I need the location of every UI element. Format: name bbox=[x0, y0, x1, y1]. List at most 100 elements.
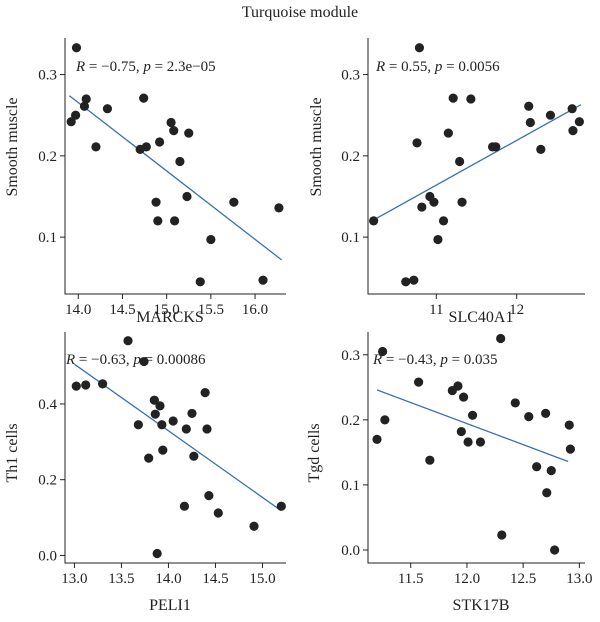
scatter-point bbox=[141, 142, 151, 152]
x-axis-label: MARCKS bbox=[136, 309, 204, 326]
scatter-point bbox=[438, 216, 449, 226]
scatter-point bbox=[182, 191, 192, 202]
p-label: p bbox=[439, 352, 448, 368]
p-value: = 0.0056 bbox=[442, 59, 500, 75]
scatter-point bbox=[448, 93, 458, 103]
scatter-point bbox=[565, 444, 575, 454]
r-value: = −0.43, bbox=[382, 352, 440, 368]
regression-line bbox=[69, 95, 282, 261]
scatter-point bbox=[133, 420, 143, 430]
scatter-point bbox=[154, 137, 165, 147]
regression-line bbox=[371, 104, 582, 222]
x-tick-label: 14.0 bbox=[155, 571, 181, 587]
r-label: R bbox=[372, 352, 382, 368]
r-value: = −0.75, bbox=[85, 59, 143, 75]
scatter-point bbox=[433, 234, 443, 245]
y-tick-label: 0.4 bbox=[38, 397, 57, 413]
scatter-point bbox=[189, 451, 199, 461]
scatter-point bbox=[276, 501, 286, 511]
scatter-point bbox=[458, 392, 469, 402]
scatter-point bbox=[71, 381, 81, 391]
r-value: = −0.63, bbox=[75, 352, 133, 368]
axis-line bbox=[64, 332, 286, 564]
x-axis-label: PELI1 bbox=[149, 597, 191, 614]
x-axis-label: SLC40A1 bbox=[449, 309, 514, 326]
y-tick-label: 0.0 bbox=[341, 543, 360, 559]
scatter-point bbox=[457, 197, 467, 207]
scatter-point bbox=[158, 445, 168, 455]
y-axis-label: Smooth muscle bbox=[4, 97, 21, 196]
scatter-point bbox=[497, 530, 507, 540]
scatter-point bbox=[149, 395, 159, 405]
y-axis-label: Smooth muscle bbox=[308, 97, 325, 196]
scatter-point bbox=[466, 94, 476, 104]
x-tick-label: 16.0 bbox=[242, 302, 268, 318]
scatter-point bbox=[455, 156, 465, 167]
x-tick-label: 12.0 bbox=[454, 571, 480, 587]
scatter-point bbox=[567, 104, 577, 114]
p-value: = 2.3e−05 bbox=[151, 59, 216, 75]
correlation-annotation: R = −0.75, p = 2.3e−05 bbox=[75, 59, 216, 75]
scatter-point bbox=[414, 43, 425, 53]
x-tick-label: 11 bbox=[429, 302, 443, 318]
scatter-point bbox=[532, 462, 542, 472]
scatter-point bbox=[496, 333, 506, 344]
axis-line bbox=[64, 38, 286, 295]
x-tick-label: 13.0 bbox=[61, 571, 87, 587]
scatter-point bbox=[409, 275, 419, 285]
scatter-point bbox=[170, 216, 180, 226]
scatter-point bbox=[417, 202, 427, 212]
y-tick-label: 0.0 bbox=[38, 548, 57, 564]
x-tick-label: 15.5 bbox=[198, 302, 224, 318]
p-value: = 0.00086 bbox=[141, 352, 206, 368]
scatter-point bbox=[524, 101, 534, 111]
chart-panel-marcks: MARCKS Smooth muscle R = −0.75, p = 2.3e… bbox=[4, 38, 286, 326]
scatter-point bbox=[545, 110, 556, 120]
chart-panel-peli1: PELI1 Th1 cells R = −0.63, p = 0.00086 1… bbox=[4, 332, 286, 614]
chart-panel-slc40a1: SLC40A1 Smooth muscle R = 0.55, p = 0.00… bbox=[308, 38, 585, 326]
regression-line bbox=[74, 363, 282, 512]
scatter-point bbox=[541, 408, 551, 418]
scatter-point bbox=[166, 117, 176, 128]
scatter-point bbox=[157, 420, 167, 430]
x-tick-label: 11.5 bbox=[398, 571, 424, 587]
p-label: p bbox=[142, 59, 151, 75]
scatter-point bbox=[206, 234, 216, 245]
scatter-point bbox=[179, 501, 190, 511]
correlation-annotation: R = 0.55, p = 0.0056 bbox=[375, 59, 500, 75]
y-tick-label: 0.1 bbox=[38, 230, 57, 246]
axis-line bbox=[367, 38, 585, 295]
y-tick-label: 0.1 bbox=[341, 230, 360, 246]
y-tick-label: 0.1 bbox=[341, 478, 360, 494]
correlation-annotation: R = −0.63, p = 0.00086 bbox=[65, 352, 206, 368]
scatter-point bbox=[151, 197, 161, 207]
x-tick-label: 12 bbox=[509, 302, 524, 318]
x-tick-label: 12.5 bbox=[510, 571, 536, 587]
x-tick-label: 14.5 bbox=[109, 302, 135, 318]
scatter-point bbox=[491, 142, 501, 152]
scatter-point bbox=[66, 117, 76, 127]
scatter-point bbox=[564, 420, 574, 430]
scatter-point bbox=[98, 379, 108, 389]
scatter-point bbox=[401, 277, 411, 287]
scatter-point bbox=[369, 216, 379, 226]
scatter-point bbox=[144, 453, 154, 463]
x-tick-label: 13.0 bbox=[566, 571, 592, 587]
scatter-point bbox=[524, 411, 534, 422]
scatter-point bbox=[453, 381, 463, 391]
scatter-point bbox=[546, 466, 556, 476]
x-tick-label: 13.5 bbox=[108, 571, 134, 587]
scatter-point bbox=[123, 336, 133, 346]
chart-panel-stk17b: STK17B Tgd cells R = −0.43, p = 0.035 11… bbox=[306, 332, 593, 614]
p-value: = 0.035 bbox=[448, 352, 498, 368]
scatter-point bbox=[150, 409, 160, 419]
r-value: = 0.55, bbox=[385, 59, 435, 75]
scatter-point bbox=[258, 275, 268, 285]
scatter-point bbox=[568, 126, 578, 136]
scatter-point bbox=[102, 104, 113, 114]
scatter-point bbox=[187, 408, 197, 419]
y-tick-label: 0.3 bbox=[341, 348, 360, 364]
scatter-point bbox=[372, 434, 382, 444]
scatter-point bbox=[463, 437, 473, 447]
r-label: R bbox=[65, 352, 75, 368]
